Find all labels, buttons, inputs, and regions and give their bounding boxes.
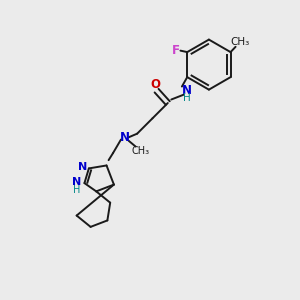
Text: N: N: [120, 131, 130, 144]
Text: N: N: [72, 177, 81, 187]
Text: O: O: [150, 78, 160, 91]
Text: H: H: [183, 93, 191, 103]
Text: N: N: [78, 162, 87, 172]
Text: F: F: [171, 44, 179, 57]
Text: H: H: [73, 184, 80, 195]
Text: CH₃: CH₃: [131, 146, 149, 156]
Text: CH₃: CH₃: [230, 38, 250, 47]
Text: N: N: [182, 84, 192, 97]
